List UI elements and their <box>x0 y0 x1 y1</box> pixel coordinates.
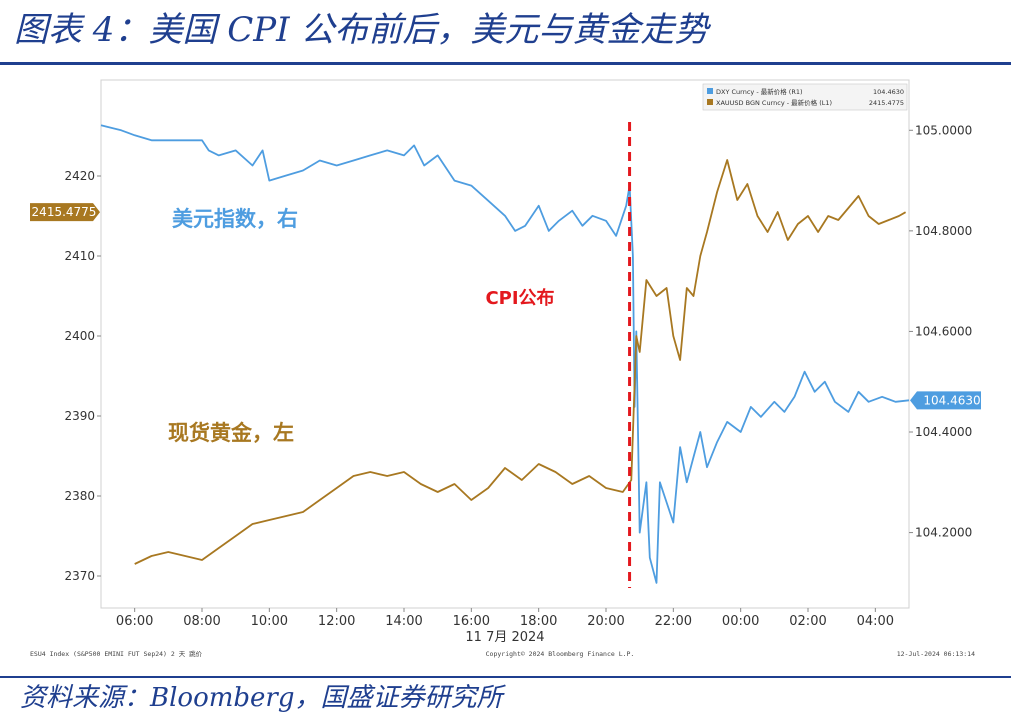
series-label-gold: 现货黄金，左 <box>168 421 294 445</box>
x-tick-label: 08:00 <box>183 614 220 629</box>
last-value-tag-dxy-text: 104.4630 <box>923 393 980 407</box>
footnote-center: Copyright© 2024 Bloomberg Finance L.P. <box>486 650 635 658</box>
left-tick-label: 2380 <box>64 489 95 503</box>
right-tick-label: 104.8000 <box>915 224 972 238</box>
plot-frame <box>100 79 910 609</box>
series-line-gold <box>134 159 907 565</box>
cpi-release-label: CPI公布 <box>485 287 554 309</box>
left-tick-label: 2420 <box>64 169 95 183</box>
right-tick-label: 104.2000 <box>915 526 972 540</box>
right-tick-label: 105.0000 <box>915 123 972 137</box>
x-tick-label: 06:00 <box>116 614 153 629</box>
x-tick-label: 20:00 <box>587 614 624 629</box>
chart: 2370 2380 2390 2400 2410 2420 104.2000 104.400… <box>30 79 981 658</box>
series-label-dxy: 美元指数，右 <box>172 207 298 231</box>
x-tick-label: 02:00 <box>789 614 826 629</box>
legend-name-gold: XAUUSD BGN Curncy - 最新价格 (L1) <box>716 98 832 107</box>
plot-area <box>100 79 910 609</box>
source-note: 资料来源：Bloomberg，国盛证券研究所 <box>20 683 503 713</box>
legend-swatch-gold <box>707 99 713 105</box>
left-tick-label: 2370 <box>64 569 95 583</box>
source-rule <box>0 676 1011 678</box>
x-tick-label: 18:00 <box>520 614 557 629</box>
x-tick-label: 04:00 <box>857 614 894 629</box>
x-tick-label: 12:00 <box>318 614 355 629</box>
legend-value-gold: 2415.4775 <box>869 99 904 107</box>
x-tick-label: 10:00 <box>251 614 288 629</box>
last-value-tag-dxy: 104.4630 <box>910 391 981 410</box>
left-axis: 2370 2380 2390 2400 2410 2420 <box>64 169 101 583</box>
title-rule <box>0 62 1011 65</box>
x-tick-label: 00:00 <box>722 614 759 629</box>
last-value-tag-gold: 2415.4775 <box>30 203 100 222</box>
series-line-dxy <box>100 124 910 584</box>
legend-name-dxy: DXY Curncy - 最新价格 (R1) <box>716 87 803 96</box>
right-axis: 104.2000 104.4000 104.6000 104.8000 105.0000 <box>909 123 972 540</box>
legend: DXY Curncy - 最新价格 (R1) 104.4630 XAUUSD B… <box>702 83 908 111</box>
x-tick-label: 14:00 <box>385 614 422 629</box>
series-lines <box>100 124 910 584</box>
last-value-tag-gold-shape <box>30 203 100 222</box>
x-axis: 06:00 08:00 10:00 12:00 14:00 16:00 18:00 20:00… <box>116 608 894 629</box>
footnote-right: 12-Jul-2024 06:13:14 <box>897 650 975 658</box>
x-tick-label: 16:00 <box>453 614 490 629</box>
legend-box <box>702 83 908 111</box>
left-tick-label: 2410 <box>64 249 95 263</box>
right-tick-label: 104.4000 <box>915 425 972 439</box>
last-value-tag-gold-text: 2415.4775 <box>32 205 97 219</box>
left-tick-label: 2390 <box>64 409 95 423</box>
right-tick-label: 104.6000 <box>915 324 972 338</box>
page-title: 图表 4：美国 CPI 公布前后，美元与黄金走势 <box>14 10 709 50</box>
footnote-left: ESU4 Index (S&P500 EMINI FUT Sep24) 2 天 … <box>30 649 203 658</box>
x-axis-sub-label: 11 7月 2024 <box>465 630 544 645</box>
legend-value-dxy: 104.4630 <box>873 88 904 96</box>
legend-swatch-dxy <box>707 88 713 94</box>
left-tick-label: 2400 <box>64 329 95 343</box>
last-value-tag-dxy-shape <box>910 391 981 410</box>
x-tick-label: 22:00 <box>655 614 692 629</box>
